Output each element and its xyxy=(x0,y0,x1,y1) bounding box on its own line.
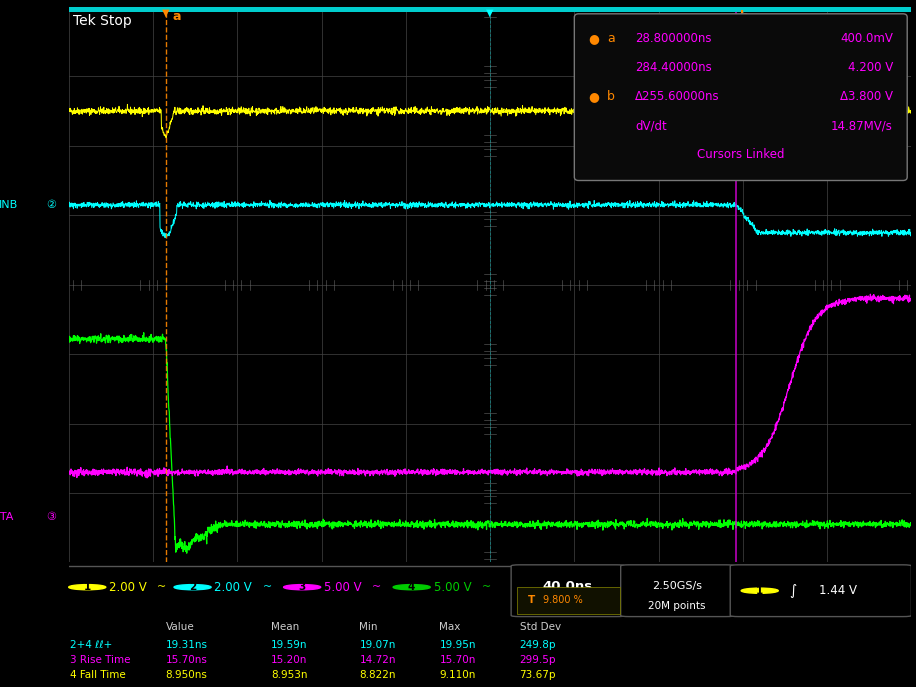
Text: a: a xyxy=(607,32,615,45)
Circle shape xyxy=(174,585,211,589)
Circle shape xyxy=(393,585,431,589)
Text: 4.200 V: 4.200 V xyxy=(847,60,893,74)
Text: Min: Min xyxy=(359,622,378,632)
Text: ③: ③ xyxy=(46,513,56,522)
Text: 40.0ns: 40.0ns xyxy=(542,580,593,592)
Text: ▼: ▼ xyxy=(162,8,169,19)
Bar xyxy=(69,7,911,12)
Text: 4 Fall Time: 4 Fall Time xyxy=(71,671,126,680)
Text: 20M points: 20M points xyxy=(649,601,706,611)
FancyBboxPatch shape xyxy=(730,565,911,617)
Text: Cursors Linked: Cursors Linked xyxy=(697,148,784,161)
Text: ∫: ∫ xyxy=(790,584,797,598)
Text: 2: 2 xyxy=(189,582,196,592)
Text: 9.110n: 9.110n xyxy=(440,671,476,680)
Text: 15.70n: 15.70n xyxy=(440,655,476,665)
Circle shape xyxy=(284,585,321,589)
FancyBboxPatch shape xyxy=(621,565,735,617)
Text: 28.800000ns: 28.800000ns xyxy=(635,32,712,45)
Text: 299.5p: 299.5p xyxy=(519,655,556,665)
Text: 9.800 %: 9.800 % xyxy=(543,595,583,605)
Text: 2.00 V: 2.00 V xyxy=(214,581,252,594)
Text: b: b xyxy=(607,90,615,103)
Text: 400.0mV: 400.0mV xyxy=(840,32,893,45)
Text: T: T xyxy=(528,595,535,605)
Text: 19.95n: 19.95n xyxy=(440,640,476,650)
Text: Value: Value xyxy=(166,622,194,632)
Text: 5.00 V: 5.00 V xyxy=(433,581,471,594)
FancyBboxPatch shape xyxy=(574,14,907,181)
Text: 4: 4 xyxy=(408,582,415,592)
Text: ▼: ▼ xyxy=(486,8,494,19)
Text: ②: ② xyxy=(46,200,56,210)
Text: Mean: Mean xyxy=(271,622,300,632)
Text: 3: 3 xyxy=(299,582,306,592)
Text: 19.07n: 19.07n xyxy=(359,640,396,650)
Text: 249.8p: 249.8p xyxy=(519,640,556,650)
Text: 19.59n: 19.59n xyxy=(271,640,308,650)
Text: 15.20n: 15.20n xyxy=(271,655,308,665)
Text: 14.72n: 14.72n xyxy=(359,655,396,665)
Text: 73.67p: 73.67p xyxy=(519,671,556,680)
Text: 1.44 V: 1.44 V xyxy=(819,584,856,597)
Text: dV/dt: dV/dt xyxy=(635,119,667,132)
Text: ~: ~ xyxy=(372,582,381,592)
Text: 1: 1 xyxy=(83,582,91,592)
Text: ●: ● xyxy=(589,90,600,103)
Text: ~: ~ xyxy=(482,582,491,592)
Text: 19.31ns: 19.31ns xyxy=(166,640,208,650)
Text: Δ3.800 V: Δ3.800 V xyxy=(840,90,893,103)
Text: a: a xyxy=(172,10,180,23)
Text: 14.87MV/s: 14.87MV/s xyxy=(831,119,893,132)
Text: 1: 1 xyxy=(756,586,763,596)
Text: INB: INB xyxy=(0,200,18,210)
Text: 8.822n: 8.822n xyxy=(359,671,396,680)
Text: Tek Stop: Tek Stop xyxy=(73,14,132,27)
Text: ~: ~ xyxy=(263,582,272,592)
Text: 284.40000ns: 284.40000ns xyxy=(635,60,712,74)
Text: 8.953n: 8.953n xyxy=(271,671,308,680)
Text: ●: ● xyxy=(589,32,600,45)
Text: b: b xyxy=(740,10,749,23)
Text: 5.00 V: 5.00 V xyxy=(324,581,362,594)
Text: ~: ~ xyxy=(158,582,167,592)
Text: OUTA: OUTA xyxy=(0,513,14,522)
Text: Std Dev: Std Dev xyxy=(519,622,561,632)
Text: 8.950ns: 8.950ns xyxy=(166,671,208,680)
Text: Δ255.60000ns: Δ255.60000ns xyxy=(635,90,720,103)
Text: 15.70ns: 15.70ns xyxy=(166,655,208,665)
FancyBboxPatch shape xyxy=(511,565,625,617)
Text: Max: Max xyxy=(440,622,461,632)
Circle shape xyxy=(741,588,779,594)
Text: 2.50GS/s: 2.50GS/s xyxy=(652,581,703,591)
FancyBboxPatch shape xyxy=(517,587,620,613)
Text: 2+4 ℓℓ+: 2+4 ℓℓ+ xyxy=(71,640,113,650)
Circle shape xyxy=(69,585,105,589)
Text: 3 Rise Time: 3 Rise Time xyxy=(71,655,131,665)
Text: 2.00 V: 2.00 V xyxy=(109,581,147,594)
